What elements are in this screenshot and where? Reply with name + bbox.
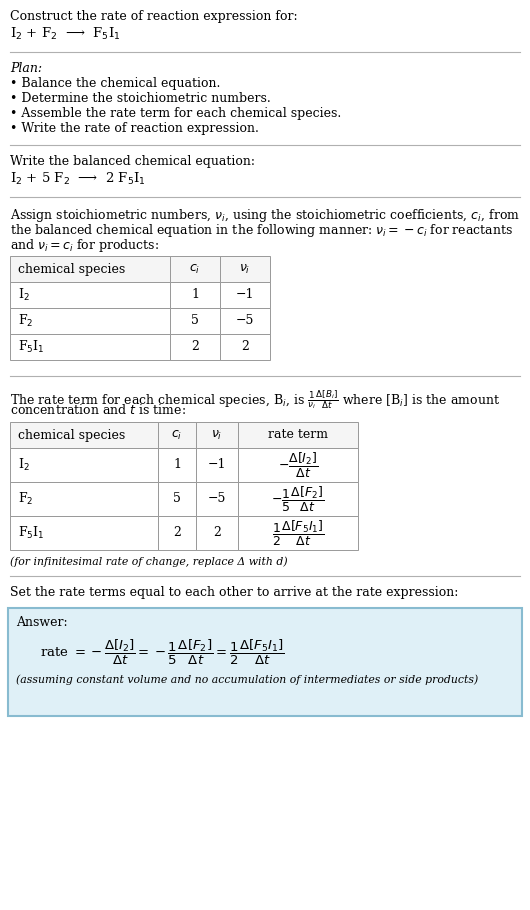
- Text: Construct the rate of reaction expression for:: Construct the rate of reaction expressio…: [10, 10, 298, 23]
- Bar: [10, 282, 170, 308]
- Text: The rate term for each chemical species, B$_i$, is $\frac{1}{\nu_i}\frac{\Delta[: The rate term for each chemical species,…: [10, 388, 500, 410]
- Text: • Determine the stoichiometric numbers.: • Determine the stoichiometric numbers.: [10, 92, 271, 105]
- Text: concentration and $t$ is time:: concentration and $t$ is time:: [10, 403, 186, 417]
- Text: −5: −5: [236, 315, 254, 328]
- Bar: [10, 516, 158, 550]
- Bar: [238, 482, 358, 516]
- Text: • Assemble the rate term for each chemical species.: • Assemble the rate term for each chemic…: [10, 107, 341, 120]
- Bar: [10, 422, 158, 448]
- Text: $\nu_i$: $\nu_i$: [240, 262, 251, 276]
- Bar: [238, 422, 358, 448]
- Text: 5: 5: [173, 492, 181, 505]
- Text: $\dfrac{1}{2}\dfrac{\Delta[F_5I_1]}{\Delta t}$: $\dfrac{1}{2}\dfrac{\Delta[F_5I_1]}{\Del…: [272, 519, 324, 548]
- Text: I$_2$: I$_2$: [18, 457, 30, 473]
- Text: 2: 2: [191, 340, 199, 353]
- Text: 2: 2: [213, 527, 221, 540]
- Text: Assign stoichiometric numbers, $\nu_i$, using the stoichiometric coefficients, $: Assign stoichiometric numbers, $\nu_i$, …: [10, 207, 520, 224]
- Bar: [158, 422, 196, 448]
- Bar: [170, 308, 220, 334]
- Bar: [220, 256, 270, 282]
- Text: (assuming constant volume and no accumulation of intermediates or side products): (assuming constant volume and no accumul…: [16, 674, 478, 684]
- Bar: [196, 516, 238, 550]
- Bar: [10, 448, 158, 482]
- Bar: [170, 282, 220, 308]
- Text: Plan:: Plan:: [10, 62, 42, 75]
- Text: Write the balanced chemical equation:: Write the balanced chemical equation:: [10, 155, 255, 168]
- Text: Set the rate terms equal to each other to arrive at the rate expression:: Set the rate terms equal to each other t…: [10, 586, 458, 599]
- Bar: [10, 482, 158, 516]
- Text: $-\dfrac{\Delta[I_2]}{\Delta t}$: $-\dfrac{\Delta[I_2]}{\Delta t}$: [278, 450, 318, 480]
- Text: −5: −5: [208, 492, 226, 505]
- Bar: [10, 308, 170, 334]
- Text: $c_i$: $c_i$: [189, 262, 201, 276]
- FancyBboxPatch shape: [8, 608, 522, 716]
- Text: −1: −1: [208, 459, 226, 471]
- Text: 1: 1: [173, 459, 181, 471]
- Bar: [158, 482, 196, 516]
- Bar: [196, 448, 238, 482]
- Text: I$_2$ + 5 F$_2$  ⟶  2 F$_5$I$_1$: I$_2$ + 5 F$_2$ ⟶ 2 F$_5$I$_1$: [10, 171, 146, 187]
- Bar: [220, 334, 270, 360]
- Text: Answer:: Answer:: [16, 616, 68, 629]
- Text: I$_2$ + F$_2$  ⟶  F$_5$I$_1$: I$_2$ + F$_2$ ⟶ F$_5$I$_1$: [10, 26, 120, 42]
- Text: F$_5$I$_1$: F$_5$I$_1$: [18, 339, 45, 355]
- Text: • Write the rate of reaction expression.: • Write the rate of reaction expression.: [10, 122, 259, 135]
- Text: • Balance the chemical equation.: • Balance the chemical equation.: [10, 77, 220, 90]
- Text: 2: 2: [173, 527, 181, 540]
- Bar: [10, 334, 170, 360]
- Bar: [170, 334, 220, 360]
- Text: −1: −1: [236, 288, 254, 301]
- Bar: [10, 256, 170, 282]
- Text: chemical species: chemical species: [18, 429, 125, 441]
- Text: 2: 2: [241, 340, 249, 353]
- Text: rate $= -\dfrac{\Delta[I_2]}{\Delta t} = -\dfrac{1}{5}\dfrac{\Delta[F_2]}{\Delta: rate $= -\dfrac{\Delta[I_2]}{\Delta t} =…: [40, 638, 285, 667]
- Text: 5: 5: [191, 315, 199, 328]
- Text: F$_2$: F$_2$: [18, 313, 33, 329]
- Text: and $\nu_i = c_i$ for products:: and $\nu_i = c_i$ for products:: [10, 237, 159, 254]
- Bar: [238, 448, 358, 482]
- Text: 1: 1: [191, 288, 199, 301]
- Bar: [158, 516, 196, 550]
- Text: F$_2$: F$_2$: [18, 491, 33, 507]
- Bar: [196, 482, 238, 516]
- Text: $c_i$: $c_i$: [171, 429, 183, 441]
- Bar: [220, 308, 270, 334]
- Bar: [158, 448, 196, 482]
- Bar: [220, 282, 270, 308]
- Bar: [238, 516, 358, 550]
- Text: F$_5$I$_1$: F$_5$I$_1$: [18, 525, 45, 541]
- Text: $-\dfrac{1}{5}\dfrac{\Delta[F_2]}{\Delta t}$: $-\dfrac{1}{5}\dfrac{\Delta[F_2]}{\Delta…: [271, 484, 325, 513]
- Text: I$_2$: I$_2$: [18, 287, 30, 303]
- Text: chemical species: chemical species: [18, 262, 125, 276]
- Text: $\nu_i$: $\nu_i$: [211, 429, 223, 441]
- Text: rate term: rate term: [268, 429, 328, 441]
- Text: the balanced chemical equation in the following manner: $\nu_i = -c_i$ for react: the balanced chemical equation in the fo…: [10, 222, 513, 239]
- Bar: [196, 422, 238, 448]
- Bar: [170, 256, 220, 282]
- Text: (for infinitesimal rate of change, replace Δ with 𝑑): (for infinitesimal rate of change, repla…: [10, 556, 288, 567]
